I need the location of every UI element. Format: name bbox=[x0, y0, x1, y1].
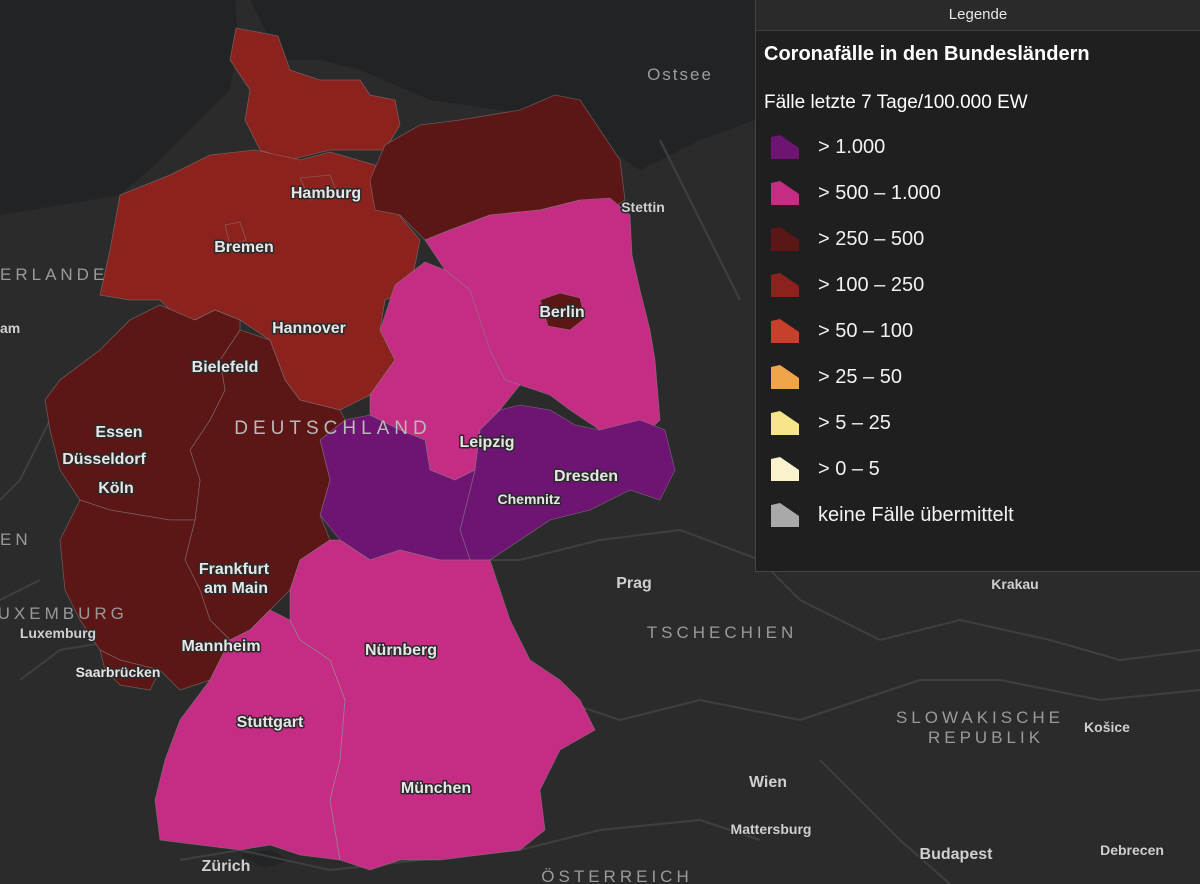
legend-item-label: > 50 – 100 bbox=[818, 319, 914, 342]
label-duesseldorf: Düsseldorf bbox=[62, 451, 146, 468]
legend-item-label: > 500 – 1.000 bbox=[818, 181, 941, 204]
legend-item-label: > 5 – 25 bbox=[818, 411, 891, 434]
label-dresden: Dresden bbox=[554, 468, 618, 485]
federal-states[interactable] bbox=[44, 27, 676, 871]
label-ostsee: Ostsee bbox=[647, 65, 713, 84]
label-luxemburg-country: LUXEMBURG bbox=[0, 604, 128, 623]
legend-item: > 100 – 250 bbox=[764, 262, 1192, 308]
label-muenchen: München bbox=[401, 780, 471, 797]
label-slowakei-1: SLOWAKISCHE bbox=[896, 708, 1064, 727]
state-hamburg[interactable] bbox=[299, 174, 339, 201]
label-mattersburg: Mattersburg bbox=[731, 821, 812, 837]
label-essen: Essen bbox=[95, 424, 142, 441]
label-berlin: Berlin bbox=[539, 304, 584, 321]
label-mannheim: Mannheim bbox=[181, 638, 260, 655]
label-belgien: EN bbox=[0, 530, 32, 549]
label-stettin: Stettin bbox=[621, 199, 665, 215]
legend-item-label: > 0 – 5 bbox=[818, 457, 880, 480]
legend-body: Coronafälle in den Bundesländern Fälle l… bbox=[756, 31, 1200, 538]
label-luxemburg-city: Luxemburg bbox=[20, 625, 96, 641]
north-sea bbox=[0, 0, 238, 215]
city-labels: Hamburg Bremen Hannover Bielefeld Essen … bbox=[61, 184, 620, 799]
label-chemnitz: Chemnitz bbox=[498, 491, 561, 507]
country-borders bbox=[0, 139, 1200, 884]
legend-swatch bbox=[771, 181, 799, 205]
lake-constance bbox=[240, 850, 290, 868]
state-borders bbox=[289, 619, 346, 861]
label-amsterdam: am bbox=[0, 320, 20, 336]
legend-item-label: > 1.000 bbox=[818, 135, 886, 158]
legend-item-label: > 250 – 500 bbox=[818, 227, 925, 250]
label-slowakei-2: REPUBLIK bbox=[928, 728, 1044, 747]
legend-rows: > 1.000 > 500 – 1.000 > 250 – 500 > 100 – 2… bbox=[764, 124, 1192, 538]
label-hamburg: Hamburg bbox=[291, 185, 361, 202]
legend-swatch bbox=[771, 411, 799, 435]
label-bremen: Bremen bbox=[214, 239, 274, 256]
label-wien: Wien bbox=[749, 774, 787, 791]
label-deutschland: DEUTSCHLAND bbox=[234, 418, 432, 439]
label-debrecen: Debrecen bbox=[1100, 842, 1164, 858]
label-koeln: Köln bbox=[98, 480, 134, 497]
legend-swatch bbox=[771, 365, 799, 389]
legend-item: > 5 – 25 bbox=[764, 400, 1192, 446]
state-nordrhein-westfalen[interactable] bbox=[44, 304, 241, 521]
legend-swatch bbox=[771, 273, 799, 297]
legend-item-label: > 25 – 50 bbox=[818, 365, 902, 388]
legend-swatch bbox=[771, 503, 799, 527]
legend-swatch bbox=[771, 319, 799, 343]
legend-item-label: > 100 – 250 bbox=[818, 273, 925, 296]
legend-swatch bbox=[771, 457, 799, 481]
legend-item: > 25 – 50 bbox=[764, 354, 1192, 400]
label-bielefeld: Bielefeld bbox=[192, 359, 259, 376]
legend-item: > 50 – 100 bbox=[764, 308, 1192, 354]
label-zuerich: Zürich bbox=[202, 858, 251, 875]
label-nuernberg: Nürnberg bbox=[365, 642, 437, 659]
state-saarland[interactable] bbox=[99, 649, 161, 691]
outside-labels: Ostsee Stettin ERLANDE am EN LUXEMBURG L… bbox=[0, 65, 1165, 884]
baltic-sea bbox=[250, 0, 755, 170]
legend-item: > 1.000 bbox=[764, 124, 1192, 170]
label-budapest: Budapest bbox=[920, 846, 994, 863]
legend-item: > 500 – 1.000 bbox=[764, 170, 1192, 216]
label-leipzig: Leipzig bbox=[459, 434, 514, 451]
legend-item: > 250 – 500 bbox=[764, 216, 1192, 262]
label-oesterreich: ÖSTERREICH bbox=[541, 867, 692, 884]
state-thueringen[interactable] bbox=[319, 414, 476, 561]
legend-item: > 0 – 5 bbox=[764, 446, 1192, 492]
legend-subtitle: Fälle letzte 7 Tage/100.000 EW bbox=[764, 92, 1028, 113]
label-krakau: Krakau bbox=[991, 576, 1038, 592]
label-saarbruecken: Saarbrücken bbox=[76, 664, 161, 680]
legend-item-label: keine Fälle übermittelt bbox=[818, 503, 1014, 526]
label-prag: Prag bbox=[616, 575, 652, 592]
state-berlin[interactable] bbox=[539, 292, 586, 331]
label-niederlande: ERLANDE bbox=[0, 265, 108, 284]
label-stuttgart: Stuttgart bbox=[237, 714, 304, 731]
state-bremen[interactable] bbox=[224, 221, 247, 247]
legend-title: Coronafälle in den Bundesländern bbox=[764, 43, 1090, 65]
legend-header[interactable]: Legende bbox=[756, 0, 1200, 31]
label-frankfurt-2: am Main bbox=[204, 580, 268, 597]
label-kosice: Košice bbox=[1084, 719, 1130, 735]
label-hannover: Hannover bbox=[272, 320, 346, 337]
state-schleswig-holstein[interactable] bbox=[229, 27, 401, 161]
label-tschechien: TSCHECHIEN bbox=[647, 623, 798, 642]
legend-swatch bbox=[771, 135, 799, 159]
legend-panel: Legende Coronafälle in den Bundesländern… bbox=[755, 0, 1200, 572]
legend-item: keine Fälle übermittelt bbox=[764, 492, 1192, 538]
label-frankfurt-1: Frankfurt bbox=[199, 561, 270, 578]
legend-swatch bbox=[771, 227, 799, 251]
